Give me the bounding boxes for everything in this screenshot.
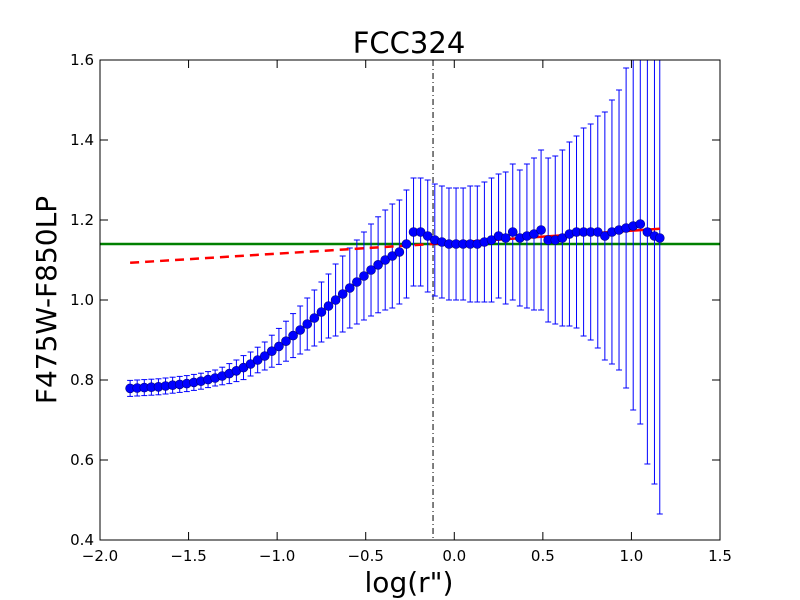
y-tick-label: 0.8 [70,371,94,389]
plot-frame [99,59,721,541]
error-bar [651,60,658,485]
x-tick-label: 0.5 [531,547,555,565]
axes: −2.0 −1.5 −1.0 −0.5 0.0 0.5 1.0 1.5 0.4 0.6 0.8 1.0… [70,51,732,565]
error-bar [656,60,663,515]
data-point [323,301,334,311]
data-point [536,225,546,235]
data-point [359,271,369,281]
data-point [274,341,284,352]
x-tick-label: 1.5 [708,547,732,565]
data-point [316,307,327,317]
data-point [288,330,298,341]
x-axis-label: log(r") [365,566,454,599]
y-tick-label: 1.6 [70,51,94,69]
x-tick-label: −1.0 [259,547,295,565]
data-point [267,346,277,357]
data-point [654,233,665,243]
plot-area [100,60,720,540]
data-point [259,351,270,361]
y-tick-label: 0.4 [70,531,94,549]
data-point [366,265,376,275]
data-point [500,233,511,243]
data-point [373,259,383,270]
x-tick-label: −0.5 [347,547,383,565]
data-point [352,277,362,287]
fit-line-extrapolated [130,241,446,265]
chart-title: FCC324 [353,26,466,60]
y-tick-label: 0.6 [70,451,94,469]
y-tick-label: 1.2 [70,211,94,229]
data-point [295,325,305,335]
data-point [337,289,348,299]
data-point [309,313,320,323]
y-tick-label: 1.4 [70,131,94,149]
x-tick-label: 1.0 [619,547,643,565]
x-tick-label: −1.5 [170,547,206,565]
data-point [635,219,646,229]
data-point [394,247,405,257]
data-point [302,319,313,329]
data-point [330,295,341,305]
x-tick-label: 0.0 [442,547,466,565]
data-point [507,227,518,237]
data-point [281,336,291,347]
data-point [401,239,412,249]
y-tick-label: 1.0 [70,291,94,309]
data-point [344,283,355,293]
x-tick-label: −2.0 [82,547,118,565]
y-axis-label: F475W-F850LP [30,196,63,404]
